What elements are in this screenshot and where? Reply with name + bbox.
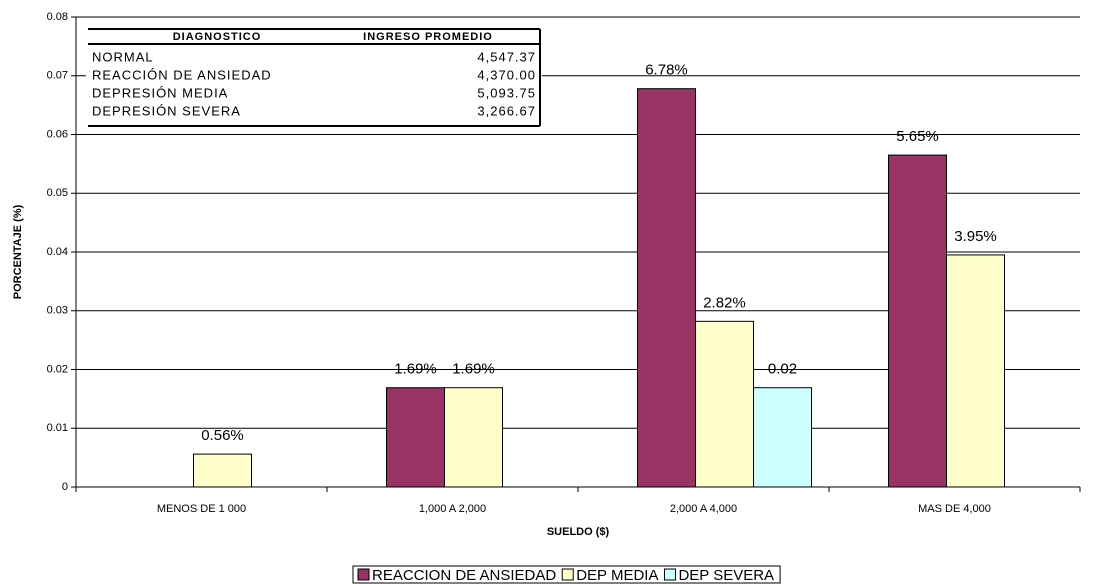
table-cell: 3,266.67 <box>477 103 536 118</box>
bar <box>753 387 812 488</box>
table-cell: DEPRESIÓN MEDIA <box>92 85 228 100</box>
value-label: 1.69% <box>452 361 495 378</box>
value-label: 0.02 <box>768 361 797 378</box>
table-bg <box>86 25 542 129</box>
table-header: INGRESO PROMEDIO <box>363 31 493 43</box>
table-header: DIAGNOSTICO <box>173 31 262 43</box>
table-cell: DEPRESIÓN SEVERA <box>92 103 241 118</box>
bar <box>193 453 252 488</box>
y-tick-label: 0 <box>62 481 68 493</box>
value-label: 5.65% <box>896 128 939 145</box>
y-tick-label: 0.05 <box>47 187 68 199</box>
x-tick-label: MENOS DE 1 000 <box>157 503 246 515</box>
x-tick-label: MAS DE 4,000 <box>918 503 991 515</box>
bar <box>946 254 1005 488</box>
bar <box>888 154 947 488</box>
legend-label: REACCION DE ANSIEDAD <box>372 567 556 584</box>
bar <box>386 387 445 488</box>
legend-label: DEP MEDIA <box>576 567 658 584</box>
y-tick-label: 0.08 <box>47 11 68 23</box>
value-label: 0.56% <box>201 427 244 444</box>
y-tick-label: 0.02 <box>47 363 68 375</box>
bar <box>637 88 696 488</box>
table-cell: NORMAL <box>92 49 154 64</box>
value-label: 3.95% <box>954 228 997 245</box>
table-cell: 4,547.37 <box>477 49 536 64</box>
y-tick-label: 0.04 <box>47 246 68 258</box>
y-axis-title: PORCENTAJE (%) <box>12 204 24 299</box>
x-tick-label: 2,000 A 4,000 <box>670 503 737 515</box>
table-cell: 5,093.75 <box>477 85 536 100</box>
legend-swatch <box>561 568 574 581</box>
y-tick-label: 0.01 <box>47 422 68 434</box>
value-label: 6.78% <box>645 62 688 79</box>
y-tick-label: 0.03 <box>47 305 68 317</box>
table-cell: REACCIÓN DE ANSIEDAD <box>92 67 272 82</box>
bar <box>695 320 754 488</box>
bar <box>444 387 503 488</box>
x-axis-title: SUELDO ($) <box>547 526 610 538</box>
value-label: 1.69% <box>394 361 437 378</box>
value-label: 2.82% <box>703 294 746 311</box>
y-tick-label: 0.06 <box>47 128 68 140</box>
table-cell: 4,370.00 <box>477 67 536 82</box>
legend-swatch <box>357 568 370 581</box>
x-tick-label: 1,000 A 2,000 <box>419 503 486 515</box>
legend-swatch <box>663 568 676 581</box>
y-tick-label: 0.07 <box>47 70 68 82</box>
legend-label: DEP SEVERA <box>678 567 774 584</box>
